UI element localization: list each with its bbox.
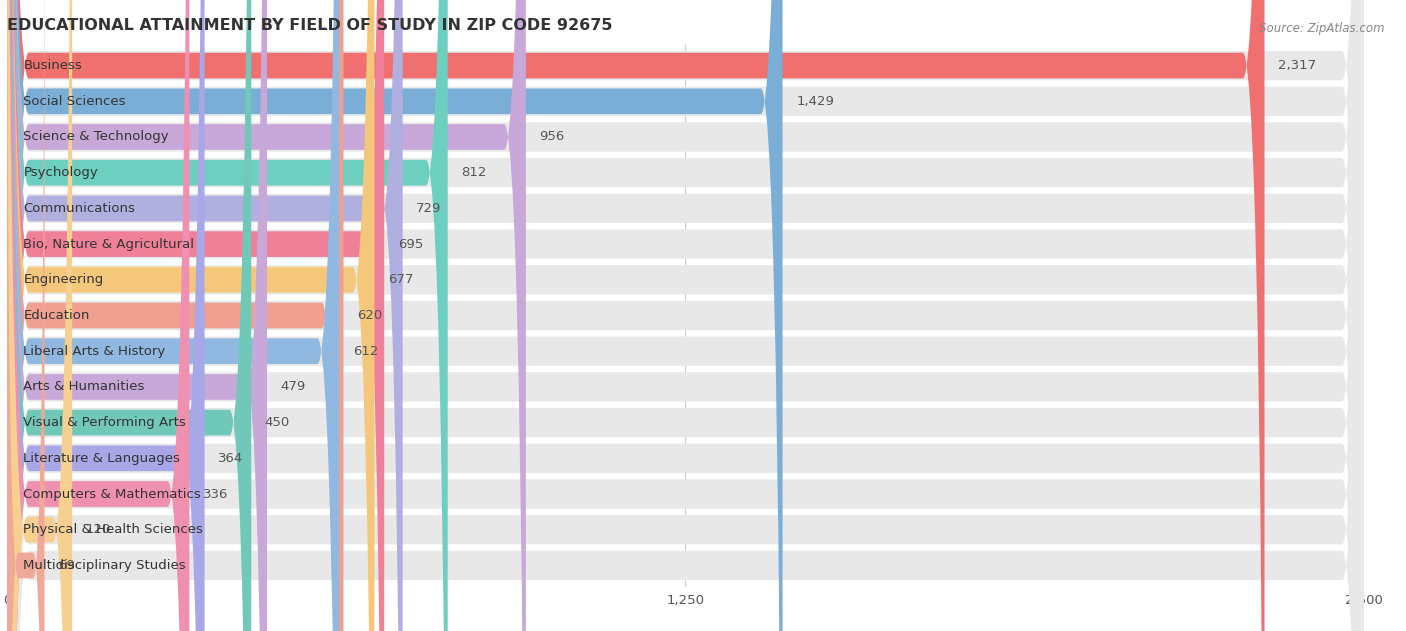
Text: Multidisciplinary Studies: Multidisciplinary Studies: [24, 559, 186, 572]
FancyBboxPatch shape: [7, 0, 402, 631]
FancyBboxPatch shape: [7, 0, 1364, 631]
FancyBboxPatch shape: [7, 0, 447, 631]
FancyBboxPatch shape: [7, 0, 1364, 631]
FancyBboxPatch shape: [7, 0, 1364, 631]
FancyBboxPatch shape: [7, 0, 1364, 631]
Text: 69: 69: [58, 559, 75, 572]
Text: 336: 336: [202, 488, 228, 500]
Text: Visual & Performing Arts: Visual & Performing Arts: [24, 416, 186, 429]
FancyBboxPatch shape: [7, 0, 526, 631]
Text: 479: 479: [281, 380, 307, 393]
FancyBboxPatch shape: [7, 0, 1364, 631]
Text: Liberal Arts & History: Liberal Arts & History: [24, 345, 166, 358]
FancyBboxPatch shape: [7, 0, 783, 631]
FancyBboxPatch shape: [7, 0, 1364, 631]
Text: 695: 695: [398, 238, 423, 251]
Text: Source: ZipAtlas.com: Source: ZipAtlas.com: [1260, 22, 1385, 35]
Text: 364: 364: [218, 452, 243, 465]
FancyBboxPatch shape: [7, 0, 1364, 631]
Text: Literature & Languages: Literature & Languages: [24, 452, 180, 465]
Text: Physical & Health Sciences: Physical & Health Sciences: [24, 523, 204, 536]
FancyBboxPatch shape: [7, 0, 1364, 631]
Text: 729: 729: [416, 202, 441, 215]
Text: Science & Technology: Science & Technology: [24, 131, 169, 143]
Text: Education: Education: [24, 309, 90, 322]
Text: Computers & Mathematics: Computers & Mathematics: [24, 488, 201, 500]
FancyBboxPatch shape: [7, 0, 1364, 631]
Text: 956: 956: [540, 131, 565, 143]
FancyBboxPatch shape: [7, 0, 1364, 631]
Text: 120: 120: [86, 523, 111, 536]
FancyBboxPatch shape: [7, 0, 1364, 631]
FancyBboxPatch shape: [7, 0, 45, 631]
Text: Social Sciences: Social Sciences: [24, 95, 125, 108]
Text: Arts & Humanities: Arts & Humanities: [24, 380, 145, 393]
Text: Business: Business: [24, 59, 82, 72]
Text: Communications: Communications: [24, 202, 135, 215]
FancyBboxPatch shape: [7, 0, 1364, 631]
Text: 1,429: 1,429: [796, 95, 834, 108]
Text: Psychology: Psychology: [24, 166, 98, 179]
Text: 450: 450: [264, 416, 290, 429]
Text: 620: 620: [357, 309, 382, 322]
FancyBboxPatch shape: [7, 0, 1364, 631]
FancyBboxPatch shape: [7, 0, 252, 631]
FancyBboxPatch shape: [7, 0, 339, 631]
Text: 677: 677: [388, 273, 413, 286]
Text: Bio, Nature & Agricultural: Bio, Nature & Agricultural: [24, 238, 194, 251]
Text: EDUCATIONAL ATTAINMENT BY FIELD OF STUDY IN ZIP CODE 92675: EDUCATIONAL ATTAINMENT BY FIELD OF STUDY…: [7, 18, 613, 33]
Text: 612: 612: [353, 345, 378, 358]
FancyBboxPatch shape: [7, 0, 1264, 631]
FancyBboxPatch shape: [7, 0, 1364, 631]
FancyBboxPatch shape: [7, 0, 190, 631]
FancyBboxPatch shape: [7, 0, 267, 631]
FancyBboxPatch shape: [7, 0, 1364, 631]
FancyBboxPatch shape: [7, 0, 72, 631]
FancyBboxPatch shape: [7, 0, 374, 631]
FancyBboxPatch shape: [7, 0, 384, 631]
Text: 812: 812: [461, 166, 486, 179]
FancyBboxPatch shape: [7, 0, 343, 631]
FancyBboxPatch shape: [7, 0, 205, 631]
Text: 2,317: 2,317: [1278, 59, 1316, 72]
Text: Engineering: Engineering: [24, 273, 104, 286]
